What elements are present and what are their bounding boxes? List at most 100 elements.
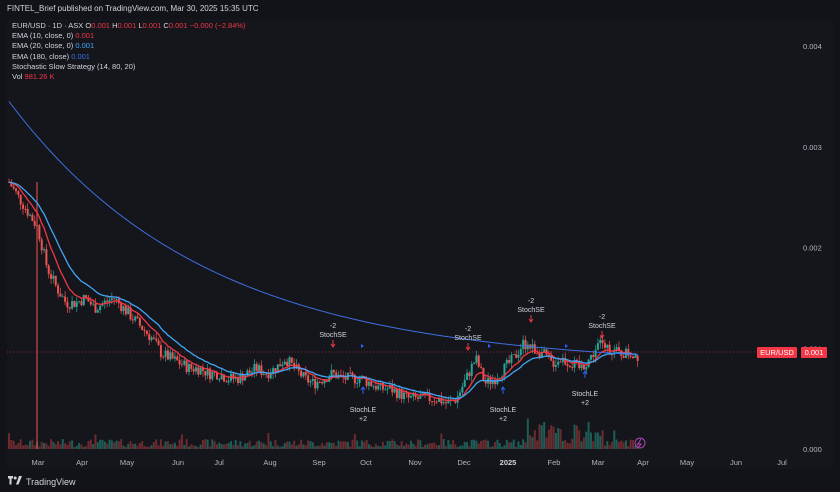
candle-body (61, 296, 64, 298)
volume-bar (272, 446, 275, 449)
candle-body (585, 367, 588, 370)
volume-bar (127, 443, 130, 449)
candle-body (265, 374, 268, 375)
candle-body (533, 344, 536, 354)
volume-bar (204, 439, 207, 449)
volume-bar (59, 444, 62, 449)
volume-bar (274, 440, 277, 449)
volume-row[interactable]: Vol 981.26 K (12, 72, 246, 82)
candle-body (332, 370, 335, 373)
candle-body (127, 307, 130, 315)
candle-body (473, 362, 476, 364)
candle-body (381, 382, 384, 390)
volume-bar (585, 431, 588, 449)
volume-bar (365, 439, 368, 449)
candle-body (631, 356, 634, 359)
volume-bar (66, 444, 69, 449)
candle-body (150, 337, 153, 340)
signal-qty: -2 (330, 323, 336, 330)
x-tick-label: Nov (408, 458, 422, 467)
volume-bar (603, 445, 606, 449)
candle-body (496, 379, 499, 385)
volume-bar (300, 439, 303, 449)
candle-body (353, 375, 356, 384)
candle-body (183, 360, 186, 365)
candle-body (190, 364, 193, 369)
volume-bar (620, 440, 623, 449)
price-tag-value: 0.001 (801, 347, 827, 358)
x-axis: Mar Apr May Jun Jul Aug Sep Oct Nov Dec 2025 Feb Mar… (32, 458, 788, 467)
volume-bar (370, 445, 373, 449)
candle-body (17, 191, 20, 195)
volume-bar (547, 429, 550, 449)
volume-bar (309, 440, 312, 449)
candle-body (260, 365, 263, 375)
candle-body (237, 377, 240, 384)
volume-bar (220, 444, 223, 449)
volume-bar (636, 442, 639, 449)
x-tick-label: 2025 (500, 458, 517, 467)
candle-body (505, 359, 508, 364)
candle-body (213, 371, 216, 373)
symbol-label[interactable]: EUR/USD · 1D · ASX (12, 21, 84, 30)
volume-bar (124, 446, 127, 449)
volume-bar (115, 440, 118, 449)
volume-bar (194, 446, 197, 449)
volume-bar (311, 442, 314, 449)
candle-body (311, 378, 314, 382)
ema10-row[interactable]: EMA (10, close, 0) 0.001 (12, 31, 246, 41)
candle-body (47, 265, 50, 274)
volume-bar (164, 441, 167, 449)
volume-bar (45, 443, 48, 449)
volume-bar (192, 445, 195, 449)
ema180-row[interactable]: EMA (180, close) 0.001 (12, 52, 246, 62)
signal-text: StochLE (490, 407, 517, 414)
candle-body (606, 344, 609, 348)
volume-bar (71, 440, 74, 449)
volume-bar (538, 424, 541, 449)
candle-body (400, 389, 403, 400)
volume-bar (627, 445, 630, 449)
volume-bar (293, 440, 296, 449)
candle-body (211, 371, 214, 380)
candle-body (568, 365, 571, 367)
candle-body (106, 300, 109, 302)
candle-body (178, 360, 181, 365)
candle-body (344, 377, 347, 380)
volume-bar (412, 443, 415, 449)
candle-body (82, 295, 85, 306)
volume-bar (304, 445, 307, 449)
volume-bar (12, 440, 15, 449)
candle-body (442, 402, 445, 404)
candle-body (573, 359, 576, 368)
candle-body (138, 318, 141, 326)
candle-body (110, 298, 113, 301)
volume-bar (517, 441, 520, 449)
volume-bar (314, 446, 317, 449)
volume-bar (452, 440, 455, 449)
volume-bar (237, 445, 240, 449)
volume-bar (141, 441, 144, 449)
x-tick-label: Aug (263, 458, 276, 467)
x-tick-label: Oct (360, 458, 373, 467)
candle-body (22, 204, 25, 209)
volume-bar (428, 443, 431, 449)
volume-bar (85, 446, 88, 449)
candle-body (538, 353, 541, 358)
o-value: 0.001 (91, 21, 110, 30)
strategy-row[interactable]: Stochastic Slow Strategy (14, 80, 20) (12, 62, 246, 72)
short-arrow-icon (465, 343, 471, 351)
candle-body (68, 307, 71, 309)
ema20-row[interactable]: EMA (20, close, 0) 0.001 (12, 41, 246, 51)
candle-body (561, 357, 564, 362)
lightning-icon (637, 438, 642, 448)
volume-bar (24, 444, 27, 449)
o-label: O (85, 21, 92, 30)
candle-body (557, 361, 560, 365)
candle-body (258, 365, 261, 371)
candle-body (304, 372, 307, 376)
volume-bar (473, 439, 476, 449)
footer-brand[interactable]: TradingView (8, 476, 76, 487)
